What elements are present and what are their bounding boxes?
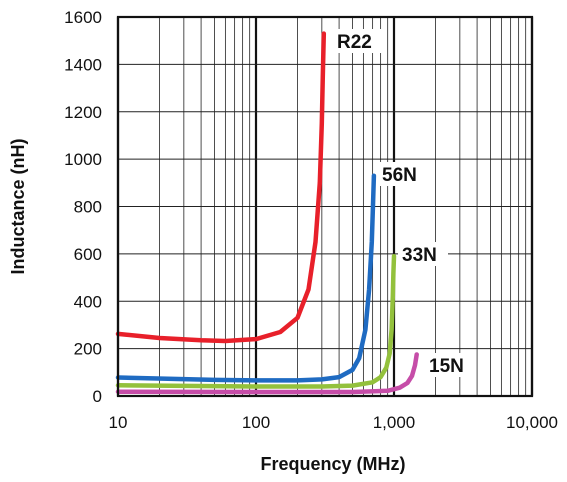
- y-tick-label: 1400: [64, 55, 102, 74]
- x-axis-title: Frequency (MHz): [260, 454, 405, 474]
- series-line-56n: [115, 173, 377, 383]
- series-label-backdrop: [425, 353, 475, 377]
- y-tick-label: 1200: [64, 103, 102, 122]
- x-tick-label: 1,000: [373, 413, 416, 432]
- series-line-15n: [115, 352, 419, 395]
- y-tick-label: 1600: [64, 8, 102, 27]
- series-label-33n: 33N: [402, 245, 437, 266]
- series-lines: [115, 31, 419, 395]
- y-tick-label: 0: [93, 387, 102, 406]
- y-tick-label: 1000: [64, 150, 102, 169]
- plot-border: [116, 15, 534, 398]
- series-label-backdrop: [333, 29, 383, 53]
- y-tick-label: 800: [74, 198, 102, 217]
- x-tick-label: 10,000: [506, 413, 558, 432]
- y-tick-label: 200: [74, 340, 102, 359]
- plot-frame: [116, 15, 534, 398]
- y-tick-labels: 0 200 400 600 800 1000 1200 1400 1600: [64, 8, 102, 406]
- x-tick-labels: 10 100 1,000 10,000: [109, 413, 558, 432]
- y-tick-label: 400: [74, 292, 102, 311]
- y-axis-title: Inductance (nH): [8, 138, 28, 274]
- x-tick-label: 100: [242, 413, 270, 432]
- series-line-r22: [115, 31, 327, 344]
- series-label-backdrop: [398, 242, 448, 266]
- series-label-r22: R22: [337, 32, 372, 53]
- series-line-33n: [115, 253, 397, 389]
- series-label-56n: 56N: [382, 165, 417, 186]
- series-label-backdrop: [378, 162, 428, 186]
- series-labels: R22 56N 33N 15N: [337, 32, 464, 377]
- series-label-15n: 15N: [429, 356, 464, 377]
- x-tick-label: 10: [109, 413, 128, 432]
- y-tick-label: 600: [74, 245, 102, 264]
